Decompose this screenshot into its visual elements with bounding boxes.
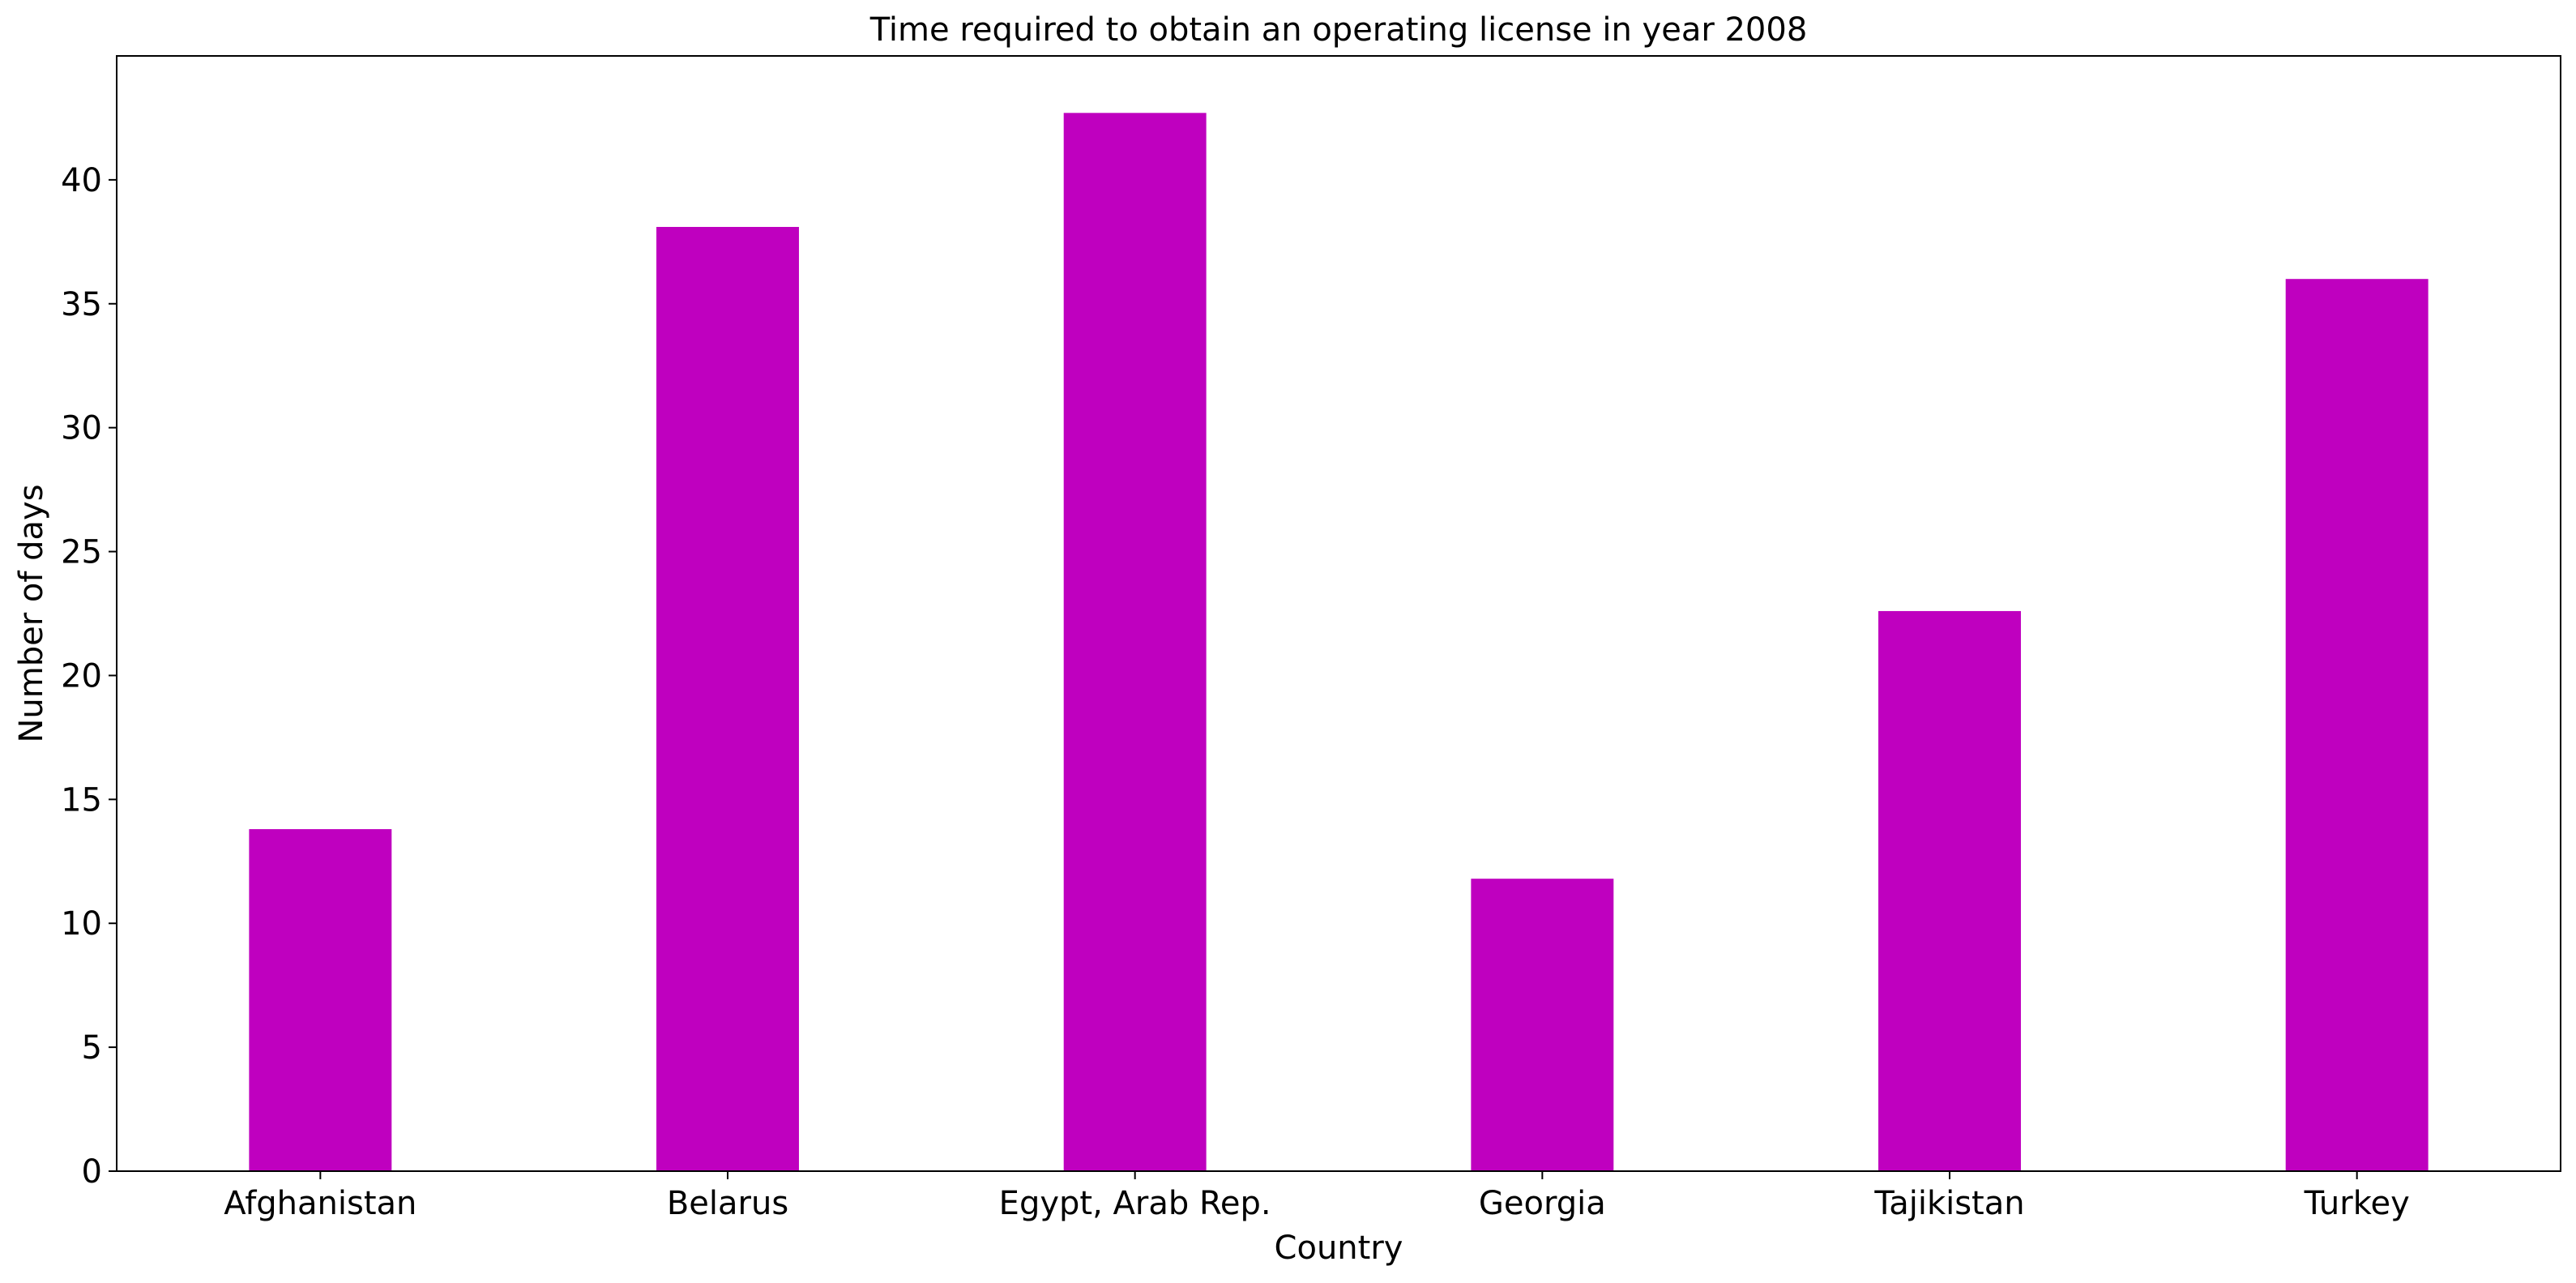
y-tick-label: 40 — [61, 162, 102, 199]
y-axis-title: Number of days — [13, 484, 50, 742]
x-tick-label: Belarus — [667, 1185, 788, 1222]
x-tick-label: Afghanistan — [224, 1185, 417, 1222]
bars-layer — [249, 113, 2429, 1172]
bar-tajikistan — [1878, 610, 2021, 1171]
chart-title: Time required to obtain an operating lic… — [869, 11, 1808, 49]
bar-afghanistan — [249, 829, 392, 1171]
y-tick-label: 15 — [61, 781, 102, 819]
y-tick-label: 20 — [61, 657, 102, 695]
x-tick-label: Georgia — [1479, 1185, 1606, 1222]
y-tick-label: 10 — [61, 905, 102, 943]
y-tick-label: 25 — [61, 534, 102, 571]
y-tick-label: 30 — [61, 410, 102, 447]
bar-egypt-arab-rep — [1063, 113, 1207, 1172]
plot-frame — [116, 55, 2561, 1172]
y-axis: 0 5 10 15 20 25 30 35 40 — [61, 162, 117, 1191]
y-tick-label: 0 — [82, 1153, 102, 1191]
x-tick-label: Egypt, Arab Rep. — [999, 1185, 1271, 1222]
x-tick-label: Turkey — [2304, 1185, 2410, 1222]
y-tick-label: 35 — [61, 286, 102, 323]
x-tick-label: Tajikistan — [1873, 1185, 2024, 1222]
y-tick-label: 5 — [82, 1029, 102, 1067]
bar-turkey — [2285, 279, 2429, 1172]
bar-georgia — [1471, 879, 1614, 1171]
x-axis-title: Country — [1275, 1230, 1403, 1267]
bar-belarus — [656, 226, 799, 1171]
x-axis: Afghanistan Belarus Egypt, Arab Rep. Georgi… — [224, 1171, 2410, 1222]
